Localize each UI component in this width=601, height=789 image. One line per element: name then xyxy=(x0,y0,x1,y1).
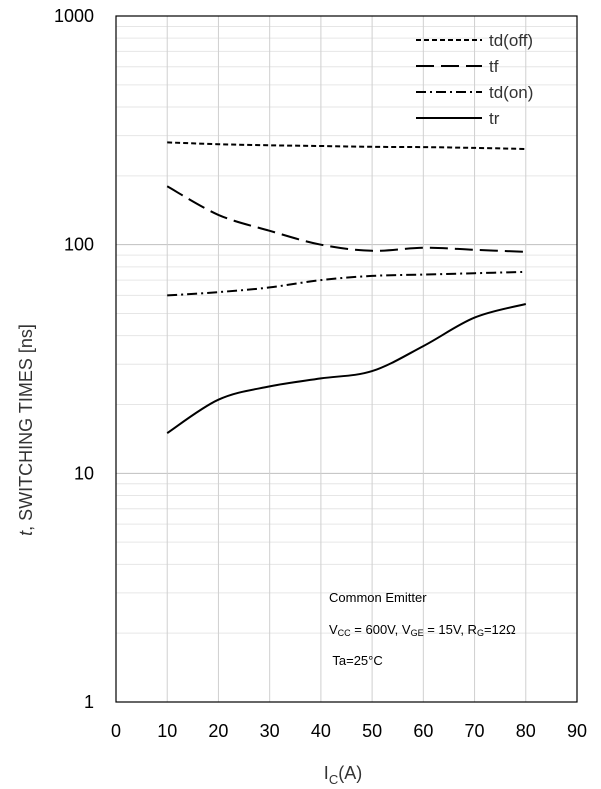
series-line-td-on xyxy=(167,270,526,297)
series-layer xyxy=(166,141,527,434)
x-tick-label: 50 xyxy=(362,721,382,741)
legend-label: tr xyxy=(489,109,500,128)
x-axis-title: IC(A) xyxy=(324,763,362,787)
legend-label: td(off) xyxy=(489,31,533,50)
annotation-line-3: Ta=25°C xyxy=(329,653,383,668)
series-line-tf xyxy=(166,185,526,253)
test-conditions-annotation: Common Emitter VCC = 600V, VGE = 15V, RG… xyxy=(329,590,516,668)
y-tick-label: 1 xyxy=(84,692,94,712)
annotation-line-2: VCC = 600V, VGE = 15V, RG=12Ω xyxy=(329,622,516,638)
y-axis-title: t, SWITCHING TIMES [ns] xyxy=(16,324,36,536)
x-tick-label: 90 xyxy=(567,721,587,741)
x-tick-label: 80 xyxy=(516,721,536,741)
plot-frame xyxy=(115,15,578,703)
annotation-line-1: Common Emitter xyxy=(329,590,427,605)
series-line-tr xyxy=(166,303,527,434)
x-tick-label: 70 xyxy=(465,721,485,741)
legend-label: tf xyxy=(489,57,499,76)
series-line-td-off xyxy=(167,141,526,150)
x-tick-label: 0 xyxy=(111,721,121,741)
x-tick-label: 10 xyxy=(157,721,177,741)
x-tick-label: 20 xyxy=(208,721,228,741)
legend-label: td(on) xyxy=(489,83,533,102)
x-tick-label: 40 xyxy=(311,721,331,741)
minor-gridlines xyxy=(116,25,577,634)
legend: td(off) tf td(on) tr xyxy=(416,31,533,128)
y-tick-label: 100 xyxy=(64,235,94,255)
y-tick-label: 1000 xyxy=(54,6,94,26)
x-tick-label: 30 xyxy=(260,721,280,741)
y-tick-label: 10 xyxy=(74,463,94,483)
x-tick-label: 60 xyxy=(413,721,433,741)
tick-labels: 1 10 100 1000 0 10 20 30 40 50 60 70 80 90 xyxy=(54,6,587,741)
